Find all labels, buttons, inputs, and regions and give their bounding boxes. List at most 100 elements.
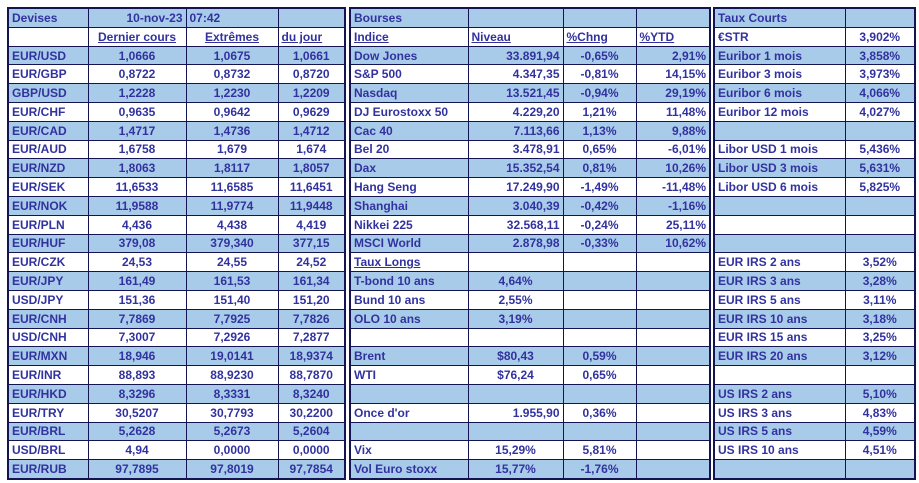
cell: 0,65% <box>562 139 637 160</box>
cell: 161,53 <box>185 271 279 291</box>
currency-row: EUR/SEK 11,6533 11,6585 11,6451 <box>7 177 346 197</box>
empty-cell <box>467 383 564 404</box>
cell: 17.249,90 <box>467 177 564 197</box>
cell: 2.878,98 <box>467 233 564 254</box>
section-title: Devises <box>7 7 89 28</box>
cell: 379,08 <box>87 233 187 254</box>
currency-row: EUR/NOK 11,9588 11,9774 11,9448 <box>7 195 346 216</box>
currency-pair: EUR/NOK <box>7 195 89 216</box>
index-label: Bund 10 ans <box>349 289 469 310</box>
currency-row: EUR/NZD 1,8063 1,8117 1,8057 <box>7 158 346 179</box>
empty-cell <box>635 421 711 442</box>
cell: 7,7869 <box>87 308 187 329</box>
index-label: Dax <box>349 158 469 179</box>
cell: 5,2673 <box>185 421 279 442</box>
bourses-table: Bourses Indice Niveau %Chng %YTD Dow Jones 33.… <box>349 7 711 480</box>
cell: 4,94 <box>87 440 187 461</box>
empty-cell <box>713 233 846 254</box>
rate-row: EUR IRS 5 ans 3,11% <box>713 289 916 310</box>
rate-label: EUR IRS 20 ans <box>713 346 846 367</box>
cell: 0,81% <box>562 158 637 179</box>
index-label: Vol Euro stoxx <box>349 459 469 480</box>
cell: 0,36% <box>562 402 637 423</box>
rate-row: EUR IRS 3 ans 3,28% <box>713 271 916 291</box>
cell: 5,81% <box>562 440 637 461</box>
blank-row <box>713 365 916 385</box>
cell: 11,9448 <box>277 195 346 216</box>
cell: 88,893 <box>87 365 187 385</box>
cell: 0,8720 <box>277 64 346 85</box>
currency-row: EUR/MXN 18,946 19,0141 18,9374 <box>7 346 346 367</box>
cell: 4,64% <box>467 271 564 291</box>
index-label: Bel 20 <box>349 139 469 160</box>
index-row: Once d'or 1.955,90 0,36% <box>349 402 711 423</box>
index-row: Bund 10 ans 2,55% <box>349 289 711 310</box>
cell: 0,0000 <box>185 440 279 461</box>
rate-row: €STR 3,902% <box>713 26 916 47</box>
currency-row: EUR/CAD 1,4717 1,4736 1,4712 <box>7 120 346 141</box>
index-row: OLO 10 ans 3,19% <box>349 308 711 329</box>
cell: 4.229,20 <box>467 102 564 122</box>
cell: $80,43 <box>467 346 564 367</box>
bourses-title-row: Bourses <box>349 7 711 28</box>
currency-row: EUR/CHF 0,9635 0,9642 0,9629 <box>7 102 346 122</box>
cell: 1,6758 <box>87 139 187 160</box>
empty-cell <box>467 252 564 273</box>
cell: 5,631% <box>844 158 916 179</box>
index-label: Once d'or <box>349 402 469 423</box>
rate-row: EUR IRS 2 ans 3,52% <box>713 252 916 273</box>
currency-row: EUR/JPY 161,49 161,53 161,34 <box>7 271 346 291</box>
cell: 3,902% <box>844 26 916 47</box>
subsection-title-row: Taux Longs <box>349 252 711 273</box>
empty-cell <box>467 7 564 28</box>
cell: 379,340 <box>185 233 279 254</box>
devises-section: Devises 10-nov-23 07:42 Dernier cours Extrêm… <box>7 7 346 480</box>
empty-cell <box>635 365 711 385</box>
section-title: Bourses <box>349 7 469 28</box>
cell: 0,0000 <box>277 440 346 461</box>
currency-row: EUR/GBP 0,8722 0,8732 0,8720 <box>7 64 346 85</box>
taux-title-row: Taux Courts <box>713 7 916 28</box>
index-row: Shanghai 3.040,39 -0,42% -1,16% <box>349 195 711 216</box>
cell: 18,9374 <box>277 346 346 367</box>
currency-pair: EUR/BRL <box>7 421 89 442</box>
currency-row: EUR/USD 1,0666 1,0675 1,0661 <box>7 45 346 66</box>
currency-pair: EUR/JPY <box>7 271 89 291</box>
currency-pair: EUR/TRY <box>7 402 89 423</box>
empty-cell <box>713 214 846 235</box>
cell: 29,19% <box>635 83 711 103</box>
index-row: Bel 20 3.478,91 0,65% -6,01% <box>349 139 711 160</box>
cell: 1.955,90 <box>467 402 564 423</box>
cell: 1,13% <box>562 120 637 141</box>
bourses-header-row: Indice Niveau %Chng %YTD <box>349 26 711 47</box>
empty-cell <box>349 421 469 442</box>
cell: 3.478,91 <box>467 139 564 160</box>
rate-label: US IRS 2 ans <box>713 383 846 404</box>
cell: 7,2877 <box>277 327 346 348</box>
index-row: Hang Seng 17.249,90 -1,49% -11,48% <box>349 177 711 197</box>
blank-row <box>713 233 916 254</box>
blank-row <box>349 421 711 442</box>
empty-cell <box>713 365 846 385</box>
currency-row: EUR/RUB 97,7895 97,8019 97,7854 <box>7 459 346 480</box>
index-label: DJ Eurostoxx 50 <box>349 102 469 122</box>
cell: 97,7854 <box>277 459 346 480</box>
cell: 0,9629 <box>277 102 346 122</box>
currency-pair: USD/JPY <box>7 289 89 310</box>
index-label: Hang Seng <box>349 177 469 197</box>
cell: 1,4712 <box>277 120 346 141</box>
index-row: Cac 40 7.113,66 1,13% 9,88% <box>349 120 711 141</box>
rate-row: Libor USD 6 mois 5,825% <box>713 177 916 197</box>
index-row: Nikkei 225 32.568,11 -0,24% 25,11% <box>349 214 711 235</box>
empty-cell <box>635 459 711 480</box>
cell: 1,8057 <box>277 158 346 179</box>
blank-row <box>713 214 916 235</box>
taux-courts-section: Taux Courts €STR 3,902% Euribor 1 mois 3,858… <box>713 7 916 480</box>
cell: 1,2230 <box>185 83 279 103</box>
currency-pair: USD/CNH <box>7 327 89 348</box>
cell: 3,52% <box>844 252 916 273</box>
currency-pair: USD/BRL <box>7 440 89 461</box>
cell: 7.113,66 <box>467 120 564 141</box>
cell: 5,10% <box>844 383 916 404</box>
cell: 3,19% <box>467 308 564 329</box>
